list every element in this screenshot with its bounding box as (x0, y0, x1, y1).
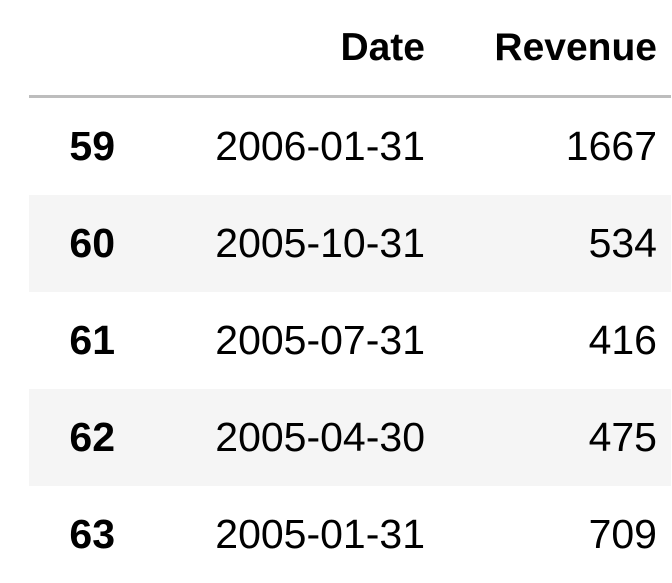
row-index: 63 (29, 486, 119, 583)
revenue-header: Revenue (425, 0, 671, 97)
table-row: 62 2005-04-30 475 (29, 389, 671, 486)
date-cell: 2005-01-31 (119, 486, 425, 583)
table-body: 59 2006-01-31 1667 60 2005-10-31 534 61 … (29, 97, 671, 583)
date-cell: 2005-10-31 (119, 195, 425, 292)
table-row: 61 2005-07-31 416 (29, 292, 671, 389)
revenue-cell: 709 (425, 486, 671, 583)
revenue-cell: 416 (425, 292, 671, 389)
date-cell: 2005-04-30 (119, 389, 425, 486)
table-row: 59 2006-01-31 1667 (29, 97, 671, 196)
table-row: 63 2005-01-31 709 (29, 486, 671, 583)
revenue-cell: 475 (425, 389, 671, 486)
row-index: 59 (29, 97, 119, 196)
date-header: Date (119, 0, 425, 97)
row-index: 62 (29, 389, 119, 486)
revenue-cell: 1667 (425, 97, 671, 196)
dataframe-table: Date Revenue 59 2006-01-31 1667 60 2005-… (29, 0, 671, 583)
table-row: 60 2005-10-31 534 (29, 195, 671, 292)
date-cell: 2005-07-31 (119, 292, 425, 389)
index-header (29, 0, 119, 97)
date-cell: 2006-01-31 (119, 97, 425, 196)
row-index: 60 (29, 195, 119, 292)
row-index: 61 (29, 292, 119, 389)
revenue-cell: 534 (425, 195, 671, 292)
header-row: Date Revenue (29, 0, 671, 97)
